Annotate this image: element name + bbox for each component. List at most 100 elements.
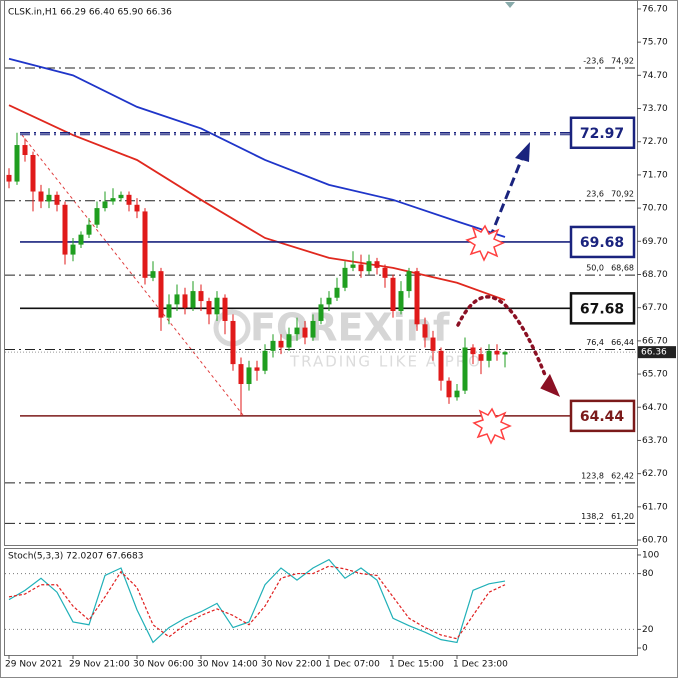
candle-body bbox=[206, 301, 212, 315]
last-price-label: 66.36 bbox=[641, 348, 667, 358]
down-arrow-head bbox=[540, 373, 561, 397]
candle-body bbox=[158, 271, 164, 318]
candle-body bbox=[318, 304, 324, 321]
candle-body bbox=[142, 211, 148, 278]
y-tick-label: 62.70 bbox=[642, 469, 668, 479]
stoch-main bbox=[8, 558, 506, 644]
candle-body bbox=[326, 297, 332, 305]
y-tick-label: 71.70 bbox=[642, 170, 668, 180]
candle-body bbox=[166, 304, 172, 318]
candle-body bbox=[102, 201, 108, 209]
y-tick-label: 72.70 bbox=[642, 137, 668, 147]
stoch-tick-label: 0 bbox=[642, 644, 648, 654]
fib-price: 70,92 bbox=[611, 189, 634, 198]
fib-price: 61,20 bbox=[611, 512, 634, 521]
y-tick-label: 66.70 bbox=[642, 336, 668, 346]
candle-body bbox=[86, 224, 92, 235]
candle-body bbox=[310, 320, 316, 338]
x-tick-label: 1 Dec 23:00 bbox=[453, 660, 508, 670]
y-tick-label: 75.70 bbox=[642, 38, 668, 48]
candle-body bbox=[110, 198, 116, 202]
y-tick-label: 61.70 bbox=[642, 502, 668, 512]
candle-body bbox=[150, 271, 156, 278]
candle-body bbox=[270, 340, 276, 351]
candle-body bbox=[238, 364, 244, 385]
candle-body bbox=[382, 267, 388, 278]
candle-body bbox=[230, 320, 236, 365]
candle-body bbox=[342, 267, 348, 288]
candle-body bbox=[486, 350, 492, 361]
candle-body bbox=[62, 204, 68, 255]
candle-body bbox=[446, 380, 452, 398]
candle-body bbox=[22, 145, 28, 156]
candle-body bbox=[190, 291, 196, 308]
candle-body bbox=[126, 194, 132, 205]
level-box bbox=[569, 116, 636, 150]
burst bbox=[472, 407, 512, 445]
candle-body bbox=[414, 271, 420, 325]
annotations bbox=[456, 142, 561, 445]
level-label: 67.68 bbox=[580, 301, 624, 317]
fib-level: 23,6 bbox=[586, 189, 604, 198]
candle-body bbox=[278, 340, 284, 348]
last-price-tag bbox=[638, 346, 676, 359]
candle-body bbox=[14, 145, 20, 182]
x-tick-label: 30 Nov 22:00 bbox=[261, 660, 322, 670]
level-box bbox=[569, 225, 636, 259]
up-arrow bbox=[488, 157, 524, 239]
y-tick-label: 65.70 bbox=[642, 370, 668, 380]
stoch-tick-label: 80 bbox=[642, 569, 654, 579]
watermark-sub: TRADING LIKE A PRO bbox=[289, 353, 482, 371]
x-tick-label: 30 Nov 06:00 bbox=[133, 660, 194, 670]
candle-body bbox=[454, 390, 460, 398]
candle-body bbox=[30, 155, 36, 192]
candle-body bbox=[222, 297, 228, 321]
fib-price: 68,68 bbox=[611, 264, 634, 273]
candle-body bbox=[78, 234, 84, 245]
fib-price: 74,92 bbox=[611, 57, 634, 66]
fib-level: 123,8 bbox=[581, 471, 604, 480]
level-box bbox=[569, 292, 636, 325]
level-label: 72.97 bbox=[580, 126, 624, 142]
candle-body bbox=[430, 337, 436, 351]
candle-body bbox=[438, 350, 444, 381]
candle-body bbox=[462, 347, 468, 391]
y-tick-label: 64.70 bbox=[642, 403, 668, 413]
candle-body bbox=[6, 174, 12, 182]
candle-body bbox=[398, 291, 404, 312]
candle-body bbox=[198, 291, 204, 302]
candle-body bbox=[70, 244, 76, 255]
candle-body bbox=[254, 367, 260, 371]
candle-body bbox=[118, 194, 124, 199]
main-panel bbox=[4, 0, 638, 546]
candle-body bbox=[470, 347, 476, 355]
candle-body bbox=[374, 261, 380, 268]
fib-level: 50,0 bbox=[586, 264, 604, 273]
y-tick-label: 63.70 bbox=[642, 436, 668, 446]
candle-body bbox=[38, 191, 44, 202]
candle-body bbox=[54, 194, 60, 205]
candle-body bbox=[214, 297, 220, 315]
x-tick-label: 29 Nov 2021 bbox=[5, 660, 63, 670]
x-tick-label: 29 Nov 21:00 bbox=[69, 660, 130, 670]
fib-price: 66,44 bbox=[611, 338, 634, 347]
candle-body bbox=[294, 327, 300, 335]
stoch-signal bbox=[8, 565, 506, 640]
moving-average bbox=[8, 104, 506, 301]
y-tick-label: 74.70 bbox=[642, 71, 668, 81]
candle-body bbox=[302, 327, 308, 338]
level-label: 64.44 bbox=[580, 409, 625, 425]
y-tick-label: 69.70 bbox=[642, 237, 668, 247]
candle-body bbox=[422, 324, 428, 338]
candle-body bbox=[390, 277, 396, 312]
candle-body bbox=[262, 350, 268, 371]
candle-body bbox=[94, 208, 100, 225]
up-arrow-head bbox=[515, 142, 530, 162]
stoch-panel bbox=[4, 548, 638, 656]
fib-level: 76,4 bbox=[586, 338, 604, 347]
stoch-tick-label: 20 bbox=[642, 625, 654, 635]
candle-body bbox=[46, 194, 52, 202]
fib-level: 138,2 bbox=[581, 512, 604, 521]
